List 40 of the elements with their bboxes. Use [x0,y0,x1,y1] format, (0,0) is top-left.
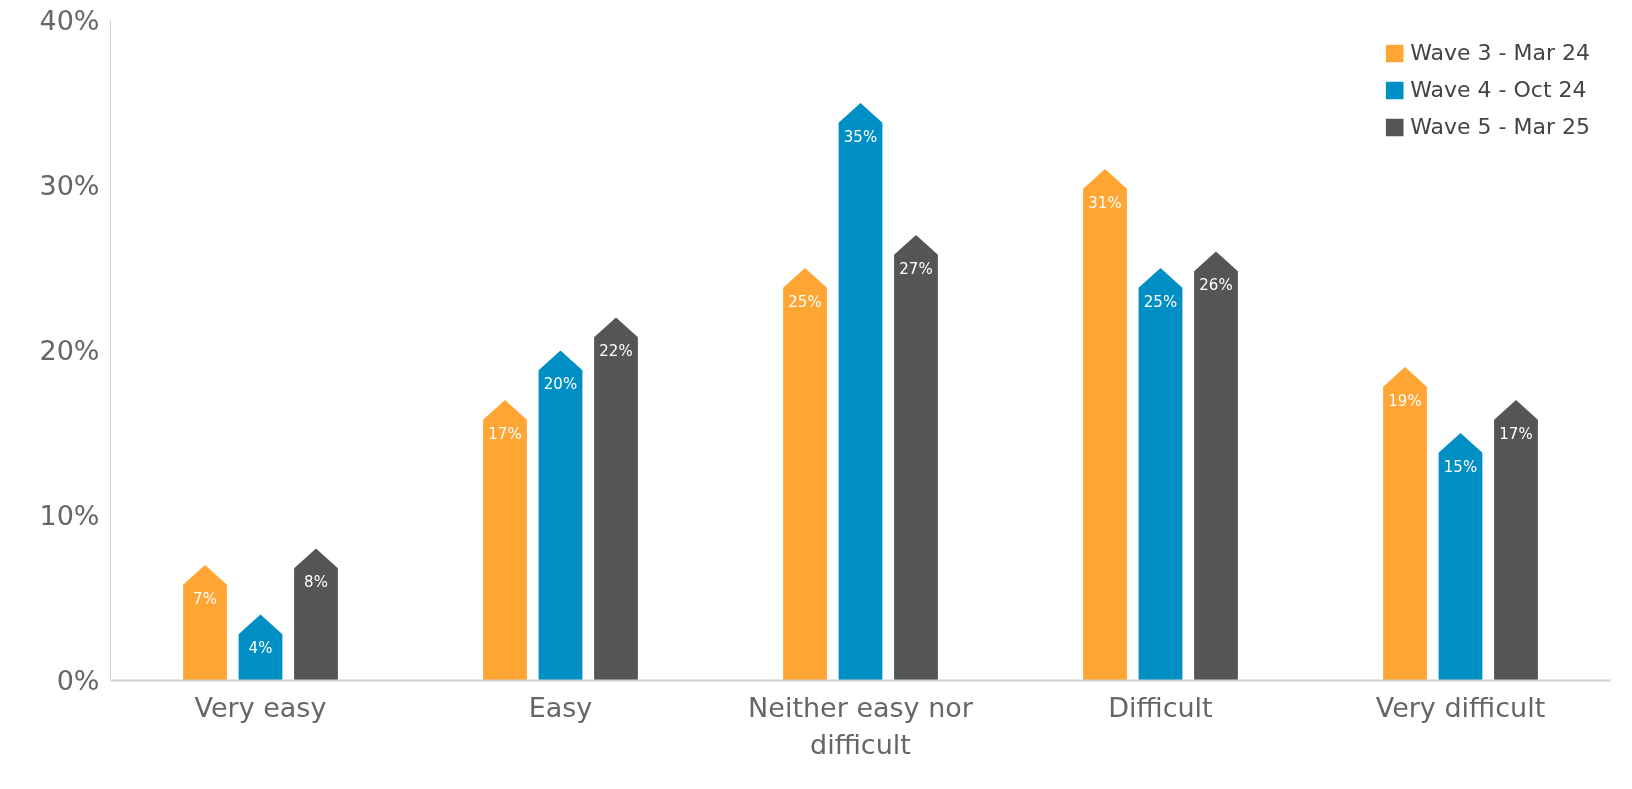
data-label: 7% [193,589,217,608]
data-label: 25% [1143,292,1178,311]
bar [1438,433,1483,681]
bar [1083,169,1127,681]
data-label: 17% [1499,424,1533,443]
legend-label: Wave 4 - Oct 24 [1410,77,1587,102]
data-label: 19% [1388,391,1422,410]
data-label: 25% [788,292,822,311]
bar [538,350,583,681]
data-label: 4% [248,639,273,658]
data-label: 20% [543,375,578,394]
x-tick-label: Very difficult [1375,691,1546,723]
x-tick-label: Neither easy nor difficult [748,691,974,760]
bar [1138,268,1183,681]
bar [594,317,638,681]
y-tick-label: 10% [39,500,100,531]
data-label: 22% [599,342,633,361]
legend-label: Wave 5 - Mar 25 [1410,114,1590,139]
legend-label: Wave 3 - Mar 24 [1410,40,1590,65]
bar [1194,251,1238,681]
data-label: 31% [1088,193,1122,212]
bar [1494,400,1538,681]
data-label: 15% [1443,457,1478,476]
bar [783,268,827,681]
data-label: 8% [304,573,328,592]
data-label: 26% [1199,276,1233,295]
bar [483,400,527,681]
data-label: 35% [843,127,878,146]
x-tick-label: Difficult [1108,691,1213,723]
bar [1383,367,1427,681]
y-tick-label: 20% [39,335,100,366]
data-label: 17% [488,424,522,443]
x-tick-label: Easy [528,691,593,723]
y-tick-label: 40% [39,5,100,36]
bar [838,103,883,681]
data-label: 27% [899,259,933,278]
y-tick-label: 30% [39,170,100,201]
bar [894,235,938,681]
x-tick-label: Very easy [194,691,327,723]
y-tick-label: 0% [56,665,100,696]
